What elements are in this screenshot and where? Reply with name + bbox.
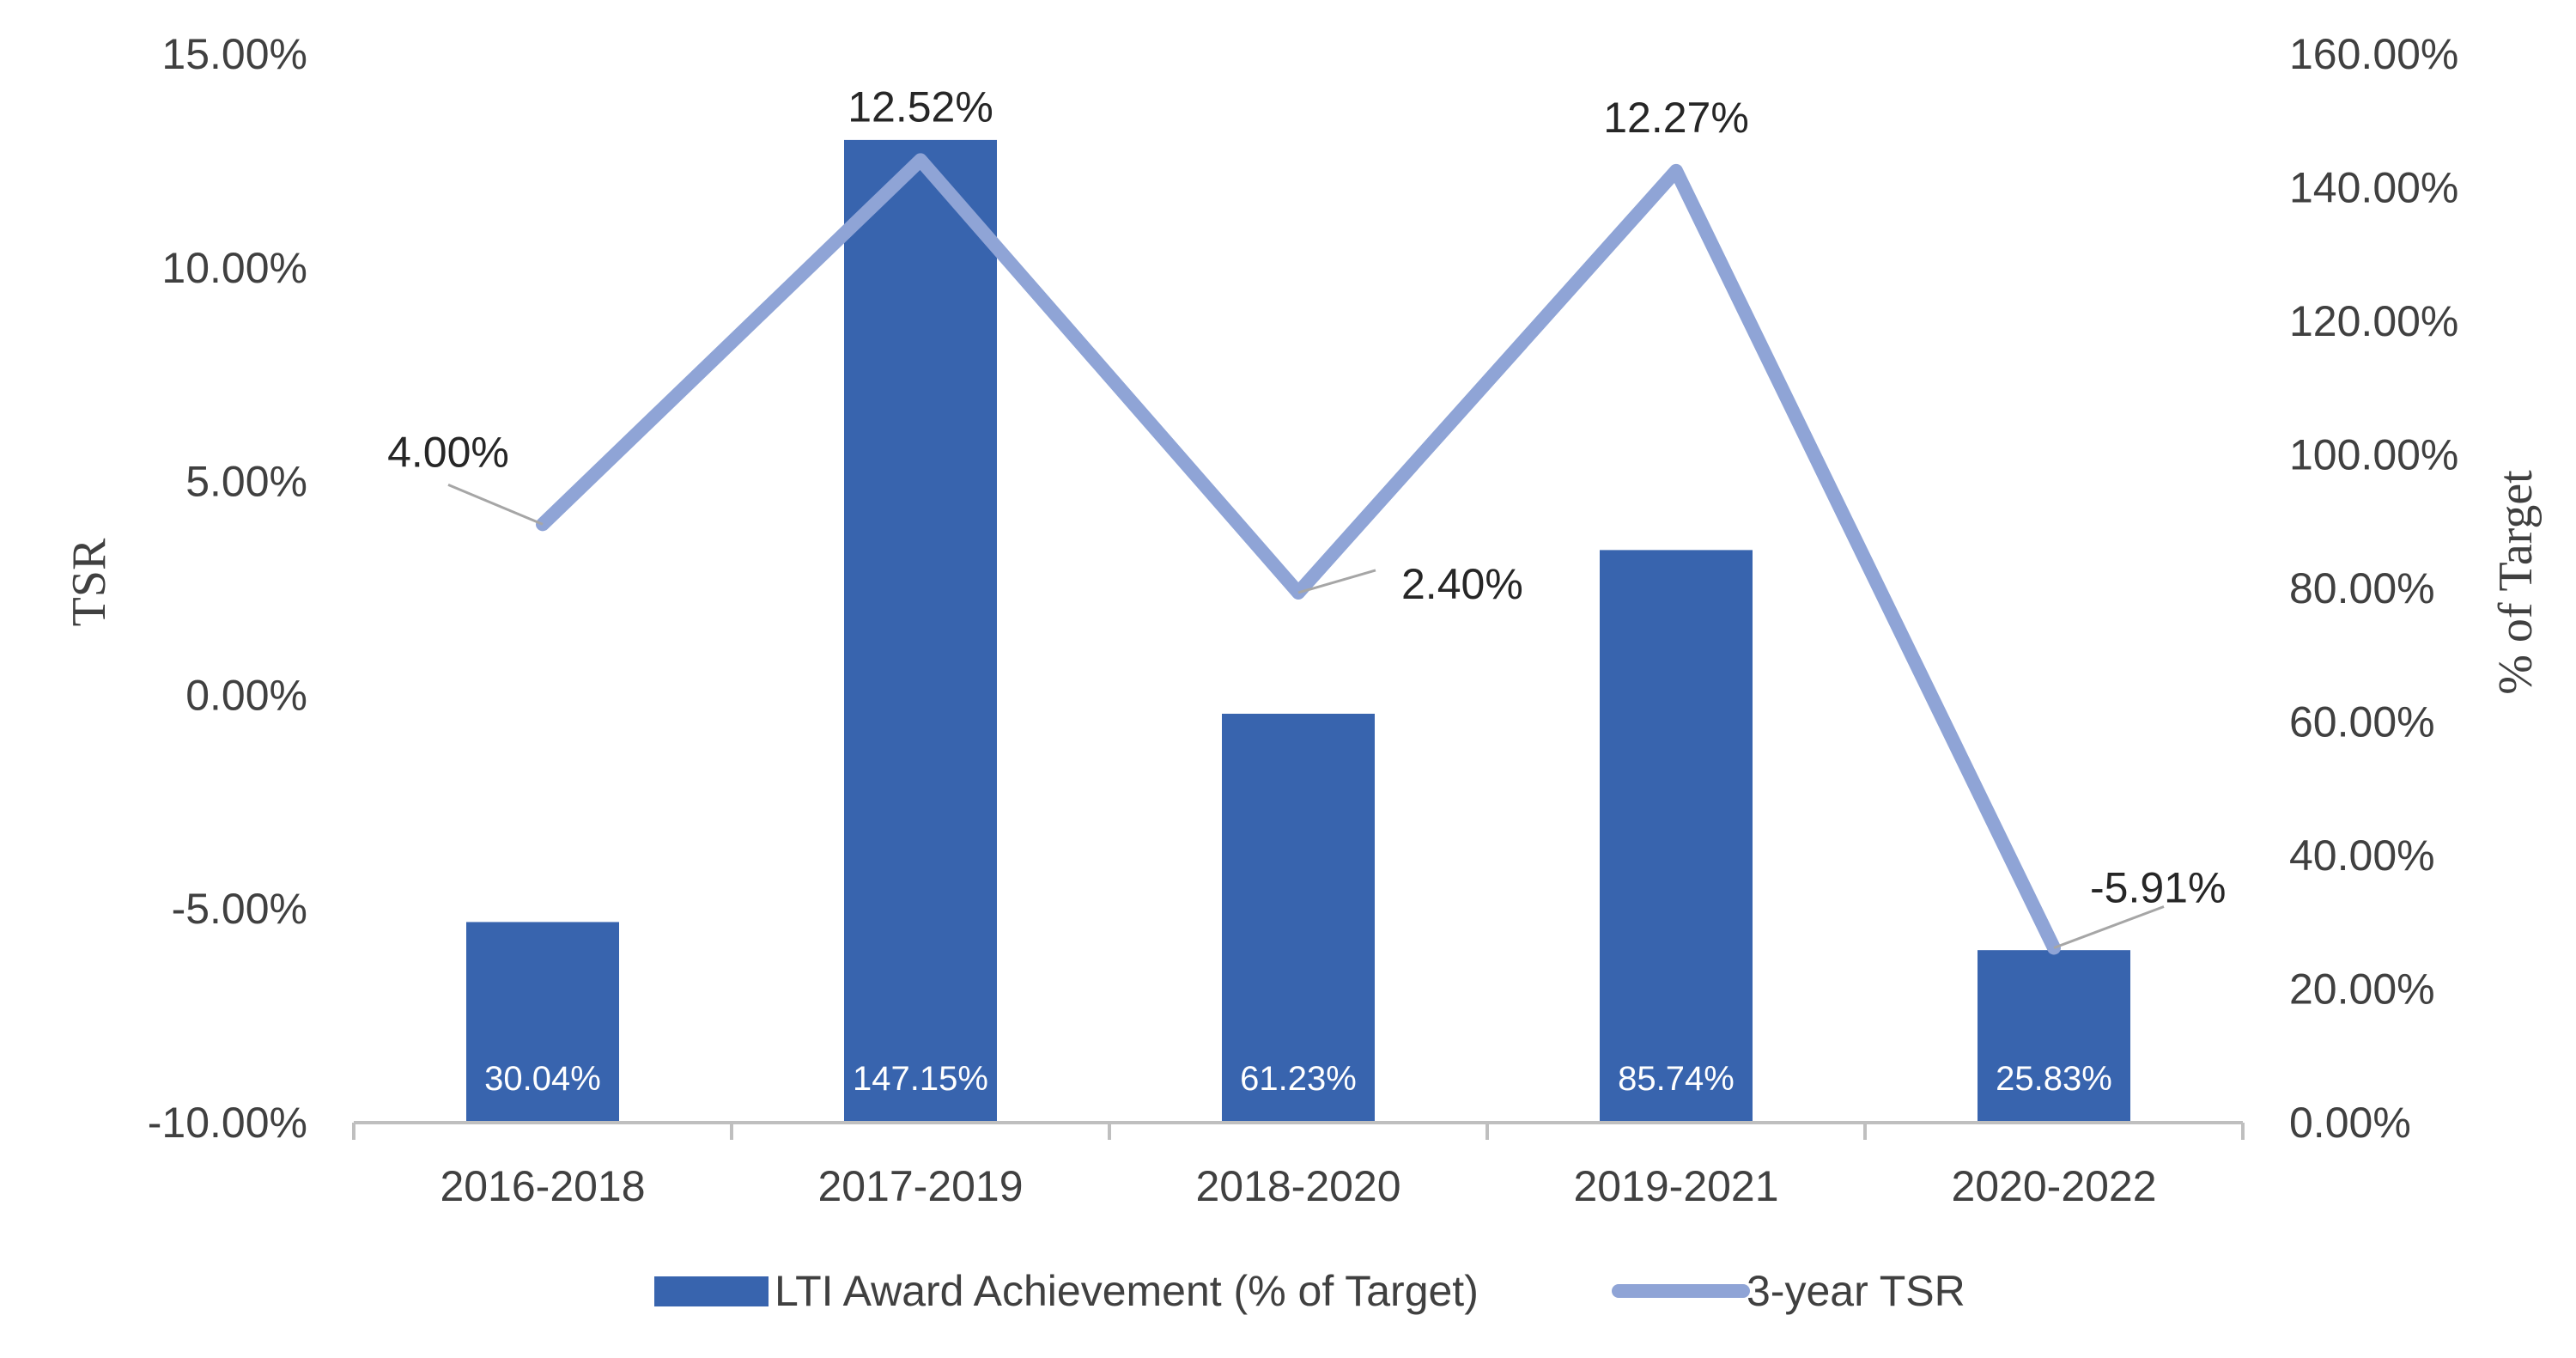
bar bbox=[1600, 550, 1753, 1123]
right-tick-label: 140.00% bbox=[2289, 164, 2458, 212]
x-tick-label: 2016-2018 bbox=[440, 1162, 645, 1210]
x-axis bbox=[352, 1121, 2245, 1140]
leader-line bbox=[1297, 569, 1376, 594]
right-tick-label: 20.00% bbox=[2289, 965, 2435, 1014]
left-tick-label: -10.00% bbox=[148, 1099, 307, 1147]
left-axis-title: TSR bbox=[63, 538, 116, 626]
legend-label-bar: LTI Award Achievement (% of Target) bbox=[775, 1267, 1479, 1315]
legend-swatch-bar bbox=[654, 1276, 769, 1306]
leader-line bbox=[447, 483, 544, 526]
line-value-label: -5.91% bbox=[2090, 863, 2226, 911]
bar-value-label: 85.74% bbox=[1618, 1060, 1735, 1098]
bar-value-label: 147.15% bbox=[853, 1060, 988, 1098]
right-tick-label: 60.00% bbox=[2289, 698, 2435, 746]
bar bbox=[1222, 713, 1375, 1123]
line-value-label: 12.52% bbox=[848, 82, 993, 131]
bar-value-label: 25.83% bbox=[1996, 1060, 2112, 1098]
line-value-label: 4.00% bbox=[387, 428, 509, 476]
x-tick-label: 2020-2022 bbox=[1951, 1162, 2156, 1210]
legend-label-line: 3-year TSR bbox=[1747, 1267, 1965, 1315]
left-tick-label: 5.00% bbox=[185, 458, 307, 506]
bar-value-label: 61.23% bbox=[1240, 1060, 1357, 1098]
right-axis-title: % of Target bbox=[2489, 470, 2543, 695]
left-tick-label: 0.00% bbox=[185, 671, 307, 719]
bar bbox=[466, 922, 619, 1123]
right-tick-label: 0.00% bbox=[2289, 1099, 2411, 1147]
leader-line bbox=[2053, 905, 2165, 949]
left-tick-label: 10.00% bbox=[161, 244, 307, 292]
x-tick-label: 2018-2020 bbox=[1195, 1162, 1400, 1210]
x-tick-label: 2017-2019 bbox=[817, 1162, 1023, 1210]
right-tick-label: 80.00% bbox=[2289, 564, 2435, 612]
right-tick-label: 160.00% bbox=[2289, 30, 2458, 78]
left-tick-label: -5.00% bbox=[172, 885, 307, 933]
bar-series: 30.04% 147.15% 61.23% 85.74% 25.83% bbox=[466, 139, 2130, 1124]
x-tick-label: 2019-2021 bbox=[1573, 1162, 1778, 1210]
line-value-label: 12.27% bbox=[1603, 94, 1749, 142]
right-tick-label: 40.00% bbox=[2289, 831, 2435, 880]
bar-value-label: 30.04% bbox=[484, 1060, 601, 1098]
right-axis-ticks: 0.00% 20.00% 40.00% 60.00% 80.00% 100.00% 120.… bbox=[2289, 30, 2458, 1147]
left-axis-ticks: -10.00% -5.00% 0.00% 5.00% 10.00% 15.00% bbox=[148, 30, 307, 1147]
line-data-labels: 4.00% 12.52% 2.40% 12.27% -5.91% bbox=[387, 82, 2226, 949]
right-tick-label: 120.00% bbox=[2289, 297, 2458, 345]
line-value-label: 2.40% bbox=[1401, 560, 1523, 608]
bar bbox=[844, 139, 997, 1124]
right-tick-label: 100.00% bbox=[2289, 431, 2458, 479]
left-tick-label: 15.00% bbox=[161, 30, 307, 78]
x-axis-labels: 2016-2018 2017-2019 2018-2020 2019-2021 2020… bbox=[440, 1162, 2156, 1210]
legend: LTI Award Achievement (% of Target) 3-ye… bbox=[654, 1267, 1965, 1315]
bar bbox=[1978, 950, 2130, 1123]
